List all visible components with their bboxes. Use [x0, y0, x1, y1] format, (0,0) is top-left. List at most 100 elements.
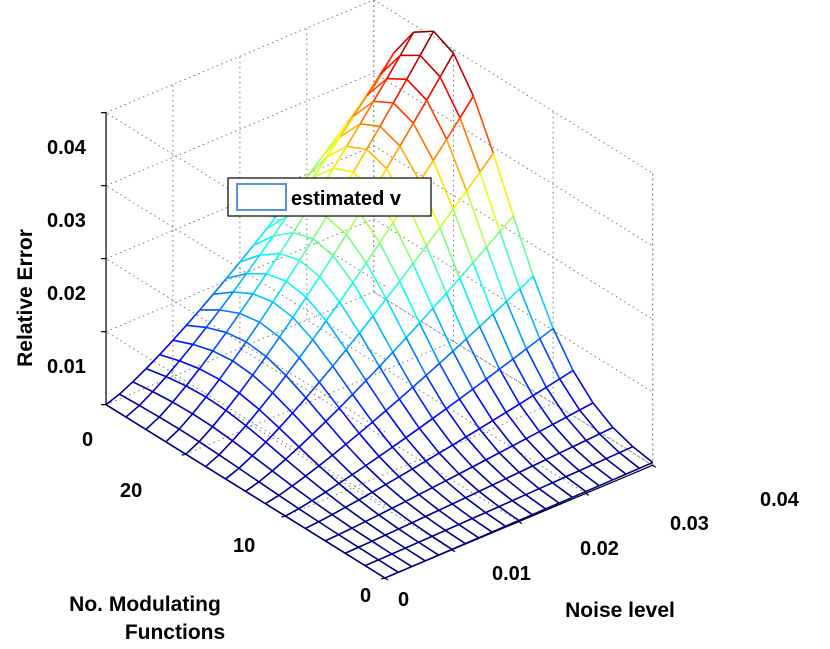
mesh-line: [538, 481, 553, 490]
mesh-line: [192, 343, 214, 352]
mesh-line: [258, 392, 274, 411]
mesh-line: [272, 392, 294, 414]
mesh-line: [418, 307, 434, 324]
mesh-line: [418, 322, 441, 364]
mesh-line: [352, 94, 368, 117]
mesh-line: [572, 439, 587, 448]
mesh-line: [491, 484, 513, 502]
mesh-line: [178, 428, 200, 443]
mesh-line: [471, 511, 486, 520]
mesh-line: [426, 99, 448, 140]
mesh-line: [432, 292, 447, 309]
mesh-line: [232, 273, 248, 293]
mesh-line: [471, 517, 493, 533]
mesh-line: [398, 263, 414, 282]
mesh-line: [406, 78, 428, 101]
mesh-line: [545, 378, 561, 389]
mesh-line: [525, 430, 540, 440]
mesh-line: [498, 505, 520, 522]
x-tick-4: 0.04: [760, 489, 800, 511]
mesh-line: [265, 355, 287, 377]
mesh-line: [512, 493, 527, 502]
mesh-line: [252, 273, 268, 295]
mesh-line: [198, 441, 220, 456]
legend-label: estimated v: [291, 188, 402, 210]
mesh-line: [292, 296, 307, 318]
mesh-line: [518, 403, 541, 433]
mesh-line: [273, 231, 294, 237]
mesh-line: [532, 458, 547, 467]
mesh-line: [232, 360, 254, 376]
mesh-line: [505, 478, 527, 496]
mesh-line: [485, 378, 507, 413]
mesh-line: [332, 349, 347, 367]
mesh-line: [492, 411, 507, 422]
mesh-line: [366, 73, 382, 96]
mesh-line: [312, 216, 328, 240]
mesh-line: [438, 362, 461, 400]
mesh-line: [138, 391, 154, 407]
mesh-line: [371, 483, 387, 493]
mesh-line: [412, 122, 434, 161]
mesh-line: [405, 437, 427, 462]
mesh-line: [438, 548, 453, 556]
mesh-line: [385, 145, 401, 169]
mesh-line: [438, 509, 460, 526]
mesh-line: [472, 262, 494, 315]
mesh-line: [585, 433, 600, 442]
mesh-line: [252, 374, 274, 394]
mesh-line: [365, 465, 387, 486]
mesh-line: [379, 52, 395, 75]
mesh-line: [192, 326, 207, 345]
mesh-line: [519, 288, 541, 339]
mesh-line: [353, 100, 374, 117]
mesh-line: [459, 117, 481, 173]
mesh-line: [305, 475, 327, 493]
mesh-line: [259, 235, 274, 256]
mesh-line: [305, 465, 320, 477]
mesh-line: [371, 491, 393, 509]
mesh-line: [425, 374, 447, 410]
mesh-line: [386, 55, 401, 79]
mesh-line: [413, 30, 434, 33]
mesh-line: [598, 479, 613, 487]
mesh-line: [258, 470, 273, 483]
mesh-line: [619, 445, 634, 454]
mesh-line: [245, 341, 267, 358]
mesh-line: [333, 167, 354, 173]
mesh-line: [532, 386, 547, 397]
mesh-line: [185, 453, 207, 468]
back-grid-z-4: [105, 0, 374, 114]
mesh-line: [545, 386, 567, 418]
mesh-line: [132, 381, 154, 393]
mesh-line: [511, 500, 533, 516]
mesh-line: [438, 350, 454, 364]
mesh-line: [384, 571, 399, 579]
mesh-line: [431, 480, 447, 489]
mesh-line: [238, 455, 253, 469]
left-grid-z-1: [105, 331, 386, 506]
mesh-line: [431, 487, 453, 505]
mesh-line: [505, 301, 528, 350]
mesh-line: [198, 350, 214, 370]
mesh-line: [311, 433, 333, 456]
mesh-line: [378, 514, 400, 530]
mesh-line: [418, 535, 433, 543]
mesh-line: [239, 254, 261, 263]
mesh-line: [393, 31, 415, 54]
mesh-line: [465, 326, 481, 340]
mesh-line: [218, 440, 234, 456]
mesh-line: [439, 52, 455, 78]
mesh-line: [498, 368, 521, 405]
mesh-line: [285, 446, 300, 460]
mesh-line: [398, 528, 420, 543]
mesh-line: [465, 428, 480, 438]
mesh-line: [599, 426, 614, 435]
mesh-line: [399, 145, 421, 182]
side-grid-z-1: [373, 218, 654, 393]
mesh-line: [218, 454, 240, 469]
mesh-line: [291, 397, 307, 414]
mesh-line: [205, 309, 221, 328]
mesh-line: [278, 427, 300, 448]
mesh-line: [612, 426, 634, 448]
